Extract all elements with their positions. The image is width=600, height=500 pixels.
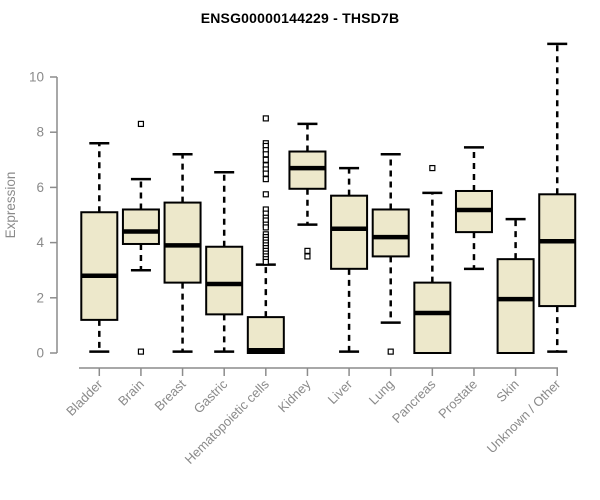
- box-bladder: [80, 141, 119, 353]
- x-tick-label: Pancreas: [389, 376, 439, 426]
- x-tick-label: Kidney: [275, 376, 314, 415]
- box-brain: [121, 120, 160, 355]
- y-axis-title: Expression: [3, 172, 18, 239]
- iqr-box: [496, 258, 535, 354]
- outlier-point: [387, 348, 394, 355]
- box-kidney: [288, 122, 327, 260]
- iqr-box: [121, 208, 160, 245]
- x-tick-label: Lung: [366, 377, 397, 408]
- box-hematopoietic-cells: [246, 115, 285, 354]
- box-lung: [371, 153, 410, 355]
- outlier-point: [262, 258, 269, 266]
- outlier-point: [262, 191, 269, 198]
- outlier-point: [262, 156, 269, 163]
- y-tick-label: 0: [36, 346, 44, 361]
- outlier-point: [262, 115, 269, 122]
- box-liver: [330, 166, 369, 353]
- chart-title: ENSG00000144229 - THSD7B: [200, 10, 400, 26]
- y-tick-label: 4: [36, 235, 44, 250]
- outlier-point: [137, 348, 145, 355]
- y-tick-label: 8: [36, 125, 44, 140]
- outlier-point: [262, 151, 269, 158]
- outlier-point: [304, 253, 311, 260]
- box-gastric: [205, 170, 244, 353]
- y-tick-label: 2: [36, 290, 44, 305]
- y-tick-label: 6: [36, 180, 44, 195]
- outlier-point: [137, 120, 145, 128]
- x-tick-label: Bladder: [63, 376, 106, 419]
- iqr-box: [246, 316, 285, 354]
- y-tick-label: 10: [29, 70, 44, 85]
- x-tick-label: Liver: [325, 376, 356, 407]
- iqr-box: [80, 211, 119, 321]
- iqr-box: [205, 245, 244, 316]
- iqr-box: [413, 281, 452, 354]
- x-tick-label: Brain: [115, 377, 147, 409]
- box-breast: [163, 153, 202, 353]
- x-tick-label: Unknown / Other: [484, 376, 564, 456]
- x-tick-label: Prostate: [435, 377, 480, 422]
- box-pancreas: [413, 164, 452, 354]
- box-prostate: [454, 146, 493, 271]
- box-unknown-other: [538, 42, 577, 353]
- box-skin: [496, 217, 535, 354]
- x-tick-label: Skin: [493, 377, 521, 405]
- outlier-point: [304, 247, 311, 254]
- outlier-point: [262, 224, 269, 231]
- x-tick-label: Breast: [152, 376, 189, 413]
- iqr-box: [371, 208, 410, 258]
- outlier-point: [262, 170, 269, 177]
- outlier-point: [429, 164, 436, 172]
- iqr-box: [163, 201, 202, 284]
- iqr-box: [330, 194, 369, 270]
- x-tick-label: Gastric: [191, 376, 231, 416]
- outlier-point: [262, 176, 269, 183]
- iqr-box: [538, 193, 577, 308]
